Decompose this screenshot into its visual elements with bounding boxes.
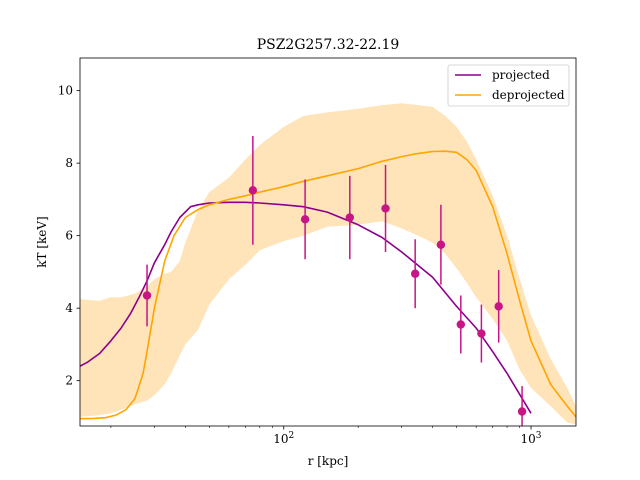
y-tick-label: 4 <box>65 301 73 315</box>
x-tick-label: 102 <box>273 431 294 446</box>
data-point <box>142 291 152 300</box>
series-line-layer <box>80 150 576 420</box>
data-point <box>381 204 390 213</box>
plot-frame <box>79 57 577 427</box>
legend: projected deprojected <box>447 64 570 107</box>
legend-projected-label: projected <box>492 68 550 82</box>
data-point <box>248 186 258 195</box>
chart-title: PSZ2G257.32-22.19 <box>257 37 400 53</box>
y-tick-label: 10 <box>58 84 73 98</box>
y-axis-ticks: 2 4 6 8 10 <box>58 84 80 388</box>
data-point <box>456 320 466 329</box>
data-point <box>345 213 355 222</box>
y-tick-label: 6 <box>65 229 73 243</box>
y-tick-label: 8 <box>65 156 73 170</box>
uncertainty-band-layer <box>80 103 576 425</box>
x-axis-ticks: 102 103 <box>110 426 542 446</box>
data-point <box>477 329 486 338</box>
deprojected-uncertainty-band <box>80 103 576 425</box>
data-point-layer <box>142 135 527 426</box>
data-point <box>300 215 310 224</box>
x-axis-label: r [kpc] <box>308 454 349 468</box>
series-line-deprojected <box>80 150 576 420</box>
x-tick-label: 103 <box>521 431 542 446</box>
data-point <box>410 269 420 278</box>
data-point <box>494 302 503 311</box>
data-point <box>436 240 446 249</box>
y-tick-label: 2 <box>65 374 73 388</box>
data-point <box>517 407 527 416</box>
y-axis-label: kT [keV] <box>35 216 49 268</box>
legend-deprojected-label: deprojected <box>492 88 565 102</box>
